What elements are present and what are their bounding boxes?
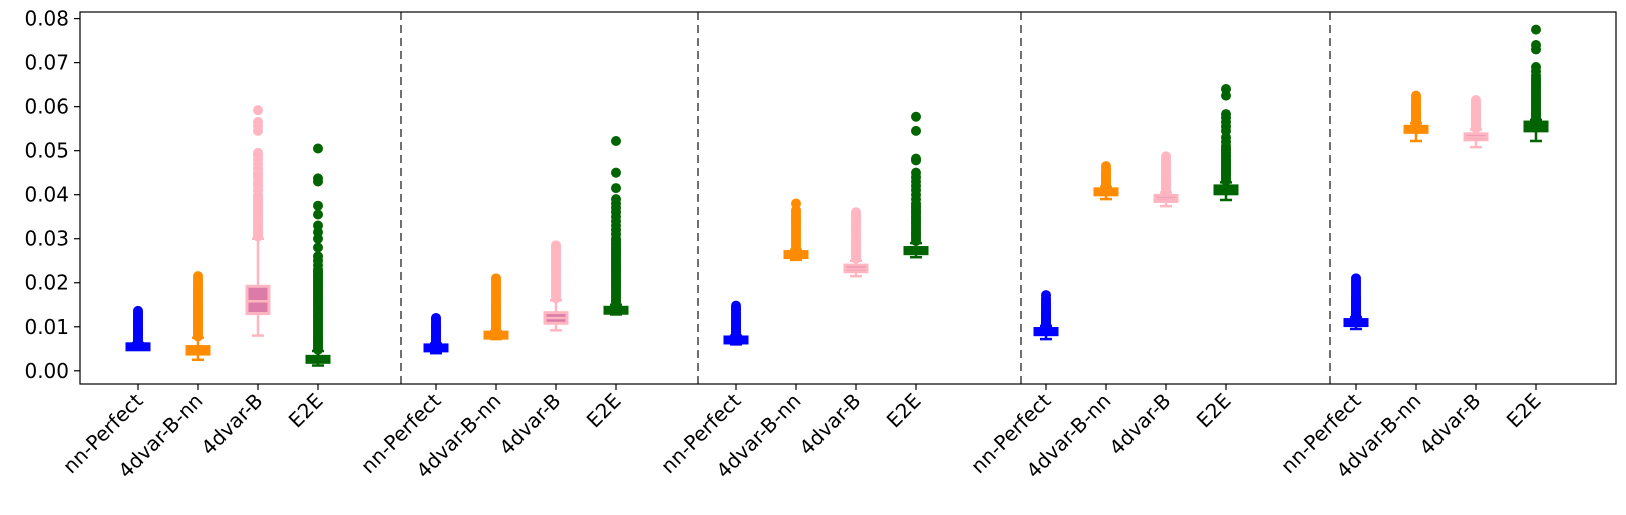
y-tick-label: 0.02	[24, 271, 69, 295]
x-tick-label: E2E	[284, 389, 328, 433]
outlier-point	[1351, 273, 1361, 284]
outlier-point	[253, 105, 263, 116]
outlier-point	[911, 153, 921, 164]
y-tick-label: 0.05	[24, 139, 69, 163]
box-4dvar-b-nn-group-2	[483, 273, 509, 341]
x-tick-label: E2E	[582, 389, 626, 433]
outlier-point	[313, 242, 323, 253]
box-nn-perfect-group-1	[125, 305, 151, 352]
outlier-point	[193, 271, 203, 282]
x-tick-label: 4dvar-B	[1104, 389, 1175, 460]
outlier-point	[611, 194, 621, 205]
outlier-point	[851, 207, 861, 218]
outlier-point	[1471, 95, 1481, 106]
box-4dvar-b-group-1	[245, 105, 271, 337]
outlier-point	[551, 240, 561, 251]
outlier-point	[1161, 151, 1171, 162]
box-e2e-group-2	[603, 135, 629, 316]
outlier-point	[911, 125, 921, 136]
box-4dvar-b-nn-group-4	[1093, 161, 1119, 201]
outlier-point	[1221, 109, 1231, 120]
y-tick-label: 0.06	[24, 95, 69, 119]
x-tick-label: 4dvar-B	[494, 389, 565, 460]
outlier-point	[431, 312, 441, 323]
box-4dvar-b-group-4	[1153, 151, 1179, 208]
box-body	[245, 284, 271, 316]
outlier-point	[313, 200, 323, 211]
x-tick-label: E2E	[1502, 389, 1546, 433]
outlier-point	[911, 111, 921, 122]
x-tick-label: E2E	[882, 389, 926, 433]
box-nn-perfect-group-2	[423, 312, 449, 355]
y-tick-label: 0.00	[24, 359, 69, 383]
box-4dvar-b-group-3	[843, 207, 869, 278]
box-e2e-group-5	[1523, 24, 1549, 143]
outlier-point	[133, 305, 143, 316]
box-nn-perfect-group-4	[1033, 290, 1059, 341]
y-tick-label: 0.08	[24, 7, 69, 31]
outlier-point	[313, 143, 323, 154]
outlier-point	[1041, 290, 1051, 301]
box-nn-perfect-group-5	[1343, 273, 1369, 331]
outlier-point	[1531, 40, 1541, 51]
outlier-point	[911, 167, 921, 178]
outlier-point	[1101, 161, 1111, 172]
outlier-point	[1221, 84, 1231, 95]
outlier-point	[791, 198, 801, 209]
outlier-point	[611, 183, 621, 194]
outlier-point	[1531, 24, 1541, 35]
outlier-point	[491, 273, 501, 284]
y-tick-label: 0.04	[24, 183, 69, 207]
outlier-point	[313, 173, 323, 184]
box-4dvar-b-nn-group-1	[185, 271, 211, 362]
outlier-point	[313, 220, 323, 231]
box-4dvar-b-group-2	[543, 240, 569, 332]
box-e2e-group-1	[305, 143, 331, 367]
axes-frame	[79, 11, 1617, 385]
box-e2e-group-4	[1213, 84, 1239, 202]
plot-area	[125, 12, 1549, 384]
box-4dvar-b-group-5	[1463, 95, 1489, 149]
box-e2e-group-3	[903, 111, 929, 259]
box-nn-perfect-group-3	[723, 300, 749, 346]
outlier-point	[611, 135, 621, 146]
x-tick-label: E2E	[1192, 389, 1236, 433]
outlier-point	[313, 209, 323, 220]
x-tick-label: 4dvar-B	[794, 389, 865, 460]
outlier-point	[1531, 62, 1541, 73]
outlier-point	[253, 117, 263, 128]
outlier-point	[313, 251, 323, 262]
x-tick-label: 4dvar-B	[196, 389, 267, 460]
box-4dvar-b-nn-group-3	[783, 198, 809, 262]
box-4dvar-b-nn-group-5	[1403, 90, 1429, 143]
x-tick-label: 4dvar-B	[1414, 389, 1485, 460]
outlier-point	[253, 147, 263, 158]
outlier-point	[731, 300, 741, 311]
y-tick-label: 0.03	[24, 227, 69, 251]
outlier-point	[611, 167, 621, 178]
y-tick-label: 0.07	[24, 51, 69, 75]
outlier-point	[1411, 90, 1421, 101]
y-tick-label: 0.01	[24, 315, 69, 339]
